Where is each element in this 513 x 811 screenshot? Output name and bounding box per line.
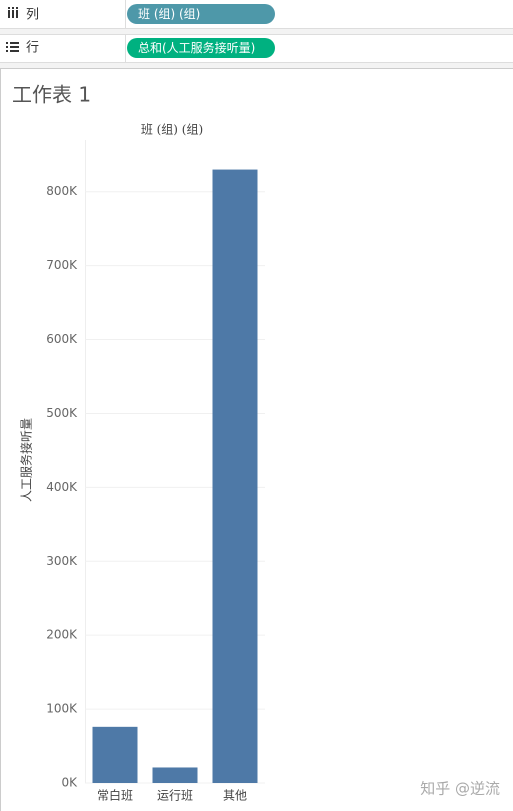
columns-icon xyxy=(8,7,18,18)
y-tick-label: 0K xyxy=(61,776,78,790)
y-tick-label: 100K xyxy=(46,702,78,716)
y-tick-label: 200K xyxy=(46,628,78,642)
x-tick-label: 运行班 xyxy=(157,789,193,803)
y-axis-title: 人工服务接听量 xyxy=(19,418,34,502)
pill-text[interactable]: 班 (组) (组) xyxy=(138,7,200,21)
gap xyxy=(0,63,513,68)
y-tick-label: 800K xyxy=(46,184,78,198)
bar xyxy=(212,169,258,783)
gap xyxy=(0,29,513,34)
y-tick-label: 500K xyxy=(46,406,78,420)
rows-icon xyxy=(6,42,19,52)
y-tick-label: 600K xyxy=(46,332,78,346)
bar xyxy=(152,767,198,783)
pill-text[interactable]: 总和(人工服务接听量) xyxy=(138,40,255,55)
bar xyxy=(92,726,138,783)
column-header: 班 (组) (组) xyxy=(141,123,203,137)
pill[interactable] xyxy=(127,38,275,58)
y-tick-label: 400K xyxy=(46,480,78,494)
chart-title: 工作表 1 xyxy=(12,83,91,107)
x-tick-label: 其他 xyxy=(223,789,247,803)
y-tick-label: 300K xyxy=(46,554,78,568)
shelf-label: 列 xyxy=(26,8,39,23)
pill[interactable] xyxy=(127,4,275,24)
x-tick-label: 常白班 xyxy=(97,788,133,803)
y-tick-label: 700K xyxy=(46,258,78,272)
watermark: 知乎 @逆流 xyxy=(420,780,500,798)
shelf-label: 行 xyxy=(26,41,39,56)
